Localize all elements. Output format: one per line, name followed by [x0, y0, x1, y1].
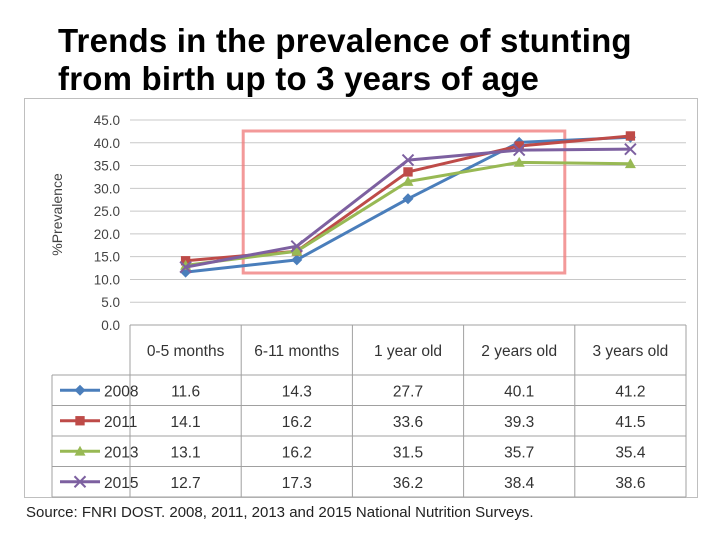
y-tick-label: 5.0 [101, 295, 120, 310]
highlight-box [241, 129, 567, 275]
data-point-2015 [401, 153, 415, 167]
data-point-2011 [625, 131, 636, 141]
data-point-2008 [402, 193, 414, 205]
table-cell-value: 11.6 [171, 383, 200, 400]
table-cell-value: 31.5 [393, 444, 423, 461]
data-point-2015 [179, 260, 192, 274]
stunting-line-chart: 0.0 5.0 10.0 15.0 20.0 25.0 30.0 35.0 40.0 45.0 %P… [49, 113, 687, 498]
y-tick-label: 15.0 [94, 250, 120, 265]
legend-marker-2011 [75, 416, 85, 426]
table-cell-value: 16.2 [282, 414, 312, 431]
y-tick-label: 30.0 [94, 181, 120, 196]
table-cell-value: 12.7 [171, 475, 201, 492]
y-tick-label: 35.0 [94, 159, 120, 174]
data-point-2008 [291, 254, 303, 266]
legend-marker-2008 [74, 384, 86, 396]
source-note: Source: FNRI DOST. 2008, 2011, 2013 and … [26, 504, 534, 521]
table-cell-value: 39.3 [504, 414, 534, 431]
y-tick-label: 10.0 [94, 272, 120, 287]
table-cell-value: 17.3 [282, 475, 312, 492]
table-cell-value: 33.6 [393, 414, 423, 431]
table-cell-value: 13.1 [171, 444, 201, 461]
y-tick-label: 45.0 [94, 113, 120, 128]
table-cell-value: 38.6 [615, 475, 645, 492]
table-cell-value: 35.7 [504, 444, 534, 461]
x-category-label: 3 years old [592, 343, 668, 360]
table-cell-value: 14.3 [282, 383, 312, 400]
table-cell-value: 41.5 [615, 414, 645, 431]
table-cell-value: 40.1 [504, 383, 534, 400]
table-cell-value: 27.7 [393, 383, 423, 400]
x-category-label: 6-11 months [254, 343, 339, 360]
x-category-label: 2 years old [481, 343, 557, 360]
y-tick-label: 0.0 [101, 318, 120, 333]
data-point-2015 [624, 142, 637, 156]
slide-title: Trends in the prevalence of stunting fro… [58, 22, 632, 97]
data-point-2013 [624, 158, 636, 169]
data-point-2013 [513, 156, 525, 167]
y-tick-label: 25.0 [94, 204, 120, 219]
data-point-2013 [402, 176, 414, 186]
table-cell-value: 36.2 [393, 475, 423, 492]
y-axis-title: %Prevalence [49, 173, 65, 256]
x-category-label: 1 year old [374, 343, 442, 360]
x-category-label: 0-5 months [147, 343, 225, 360]
data-point-2015 [512, 143, 526, 157]
y-tick-label: 40.0 [94, 136, 120, 151]
legend-label: 2013 [104, 444, 138, 461]
y-tick-label: 20.0 [94, 227, 120, 242]
data-point-2011 [514, 141, 524, 151]
legend-label: 2011 [104, 414, 137, 431]
legend-marker-2015 [73, 475, 87, 488]
data-point-2015 [290, 239, 304, 253]
table-cell-value: 16.2 [282, 444, 312, 461]
data-point-2011 [403, 167, 413, 177]
legend-label: 2008 [104, 383, 138, 400]
table-cell-value: 14.1 [171, 414, 201, 431]
table-cell-value: 35.4 [615, 444, 646, 461]
legend-label: 2015 [104, 475, 138, 492]
legend-marker-2013 [74, 445, 86, 456]
table-cell-value: 41.2 [615, 383, 645, 400]
table-cell-value: 38.4 [504, 475, 535, 492]
data-point-2013 [291, 245, 303, 256]
